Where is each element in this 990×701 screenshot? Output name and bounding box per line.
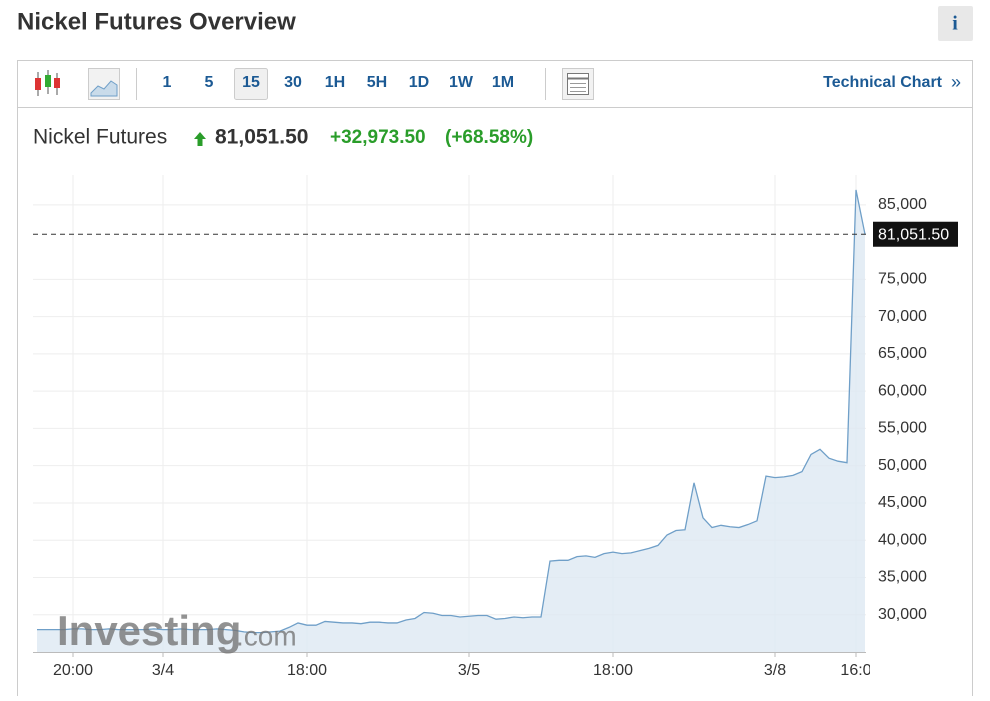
price-line (37, 189, 866, 634)
y-tick-label: 40,000 (878, 531, 927, 548)
y-tick-label: 75,000 (878, 271, 927, 288)
price: 81,051.50 (215, 126, 308, 149)
technical-chart-label: Technical Chart (823, 74, 943, 91)
line-chart-button[interactable] (88, 68, 120, 100)
technical-chart-arrow: » (951, 72, 961, 92)
candlestick-button[interactable] (35, 70, 60, 96)
interval-label: 1W (449, 74, 474, 91)
area-fill (37, 189, 865, 652)
x-tick-label: 18:00 (287, 662, 327, 679)
interval-button[interactable]: 1H (325, 74, 345, 91)
interval-label: 15 (242, 74, 260, 91)
page-title: Nickel Futures Overview (17, 8, 296, 35)
current-price-label: 81,051.50 (878, 226, 949, 243)
y-tick-label: 60,000 (878, 382, 927, 399)
interval-label: 1H (325, 74, 345, 91)
interval-button[interactable]: 5 (205, 74, 214, 91)
interval-button[interactable]: 15 (234, 68, 268, 100)
interval-button[interactable]: 1 (163, 74, 172, 91)
interval-selected-bg (234, 68, 268, 100)
interval-label: 5H (367, 74, 387, 91)
technical-chart-link[interactable]: Technical Chart » (823, 72, 961, 92)
watermark: Investing (57, 607, 241, 654)
interval-button[interactable]: 1W (449, 74, 474, 91)
interval-label: 5 (205, 74, 214, 91)
icon (45, 75, 51, 87)
interval-label: 1D (409, 74, 429, 91)
interval-button[interactable]: 1D (409, 74, 429, 91)
y-tick-label: 65,000 (878, 345, 927, 362)
interval-button[interactable]: 30 (284, 74, 302, 91)
layout-button[interactable] (562, 68, 594, 100)
x-tick-label: 3/8 (764, 662, 786, 679)
instrument-name: Nickel Futures (33, 126, 167, 149)
info-button[interactable]: i (938, 6, 973, 41)
icon (54, 78, 60, 88)
y-tick-label: 55,000 (878, 420, 927, 437)
y-tick-label: 30,000 (878, 606, 927, 623)
interval-label: 30 (284, 74, 302, 91)
y-tick-label: 85,000 (878, 196, 927, 213)
x-tick-label: 3/5 (458, 662, 480, 679)
price-change: +32,973.50 (330, 127, 426, 148)
x-tick-label: 20:00 (53, 662, 93, 679)
interval-label: 1 (163, 74, 172, 91)
y-tick-label: 45,000 (878, 494, 927, 511)
info-button-bg (938, 6, 973, 41)
current-price-box (873, 221, 958, 247)
up-arrow (194, 132, 206, 146)
interval-button[interactable]: 1M (492, 74, 514, 91)
interval-button[interactable]: 5H (367, 74, 387, 91)
icon (90, 80, 118, 97)
price-change-percent: (+68.58%) (445, 127, 533, 148)
x-tick-label: 3/4 (152, 662, 174, 679)
y-tick-label: 50,000 (878, 457, 927, 474)
x-tick-label: 18:00 (593, 662, 633, 679)
watermark: .com (236, 620, 297, 651)
info-icon: i (952, 13, 958, 35)
x-tick-label: 16:0 (840, 662, 871, 679)
y-tick-label: 35,000 (878, 569, 927, 586)
interval-label: 1M (492, 74, 514, 91)
icon (35, 78, 41, 90)
y-tick-label: 70,000 (878, 308, 927, 325)
